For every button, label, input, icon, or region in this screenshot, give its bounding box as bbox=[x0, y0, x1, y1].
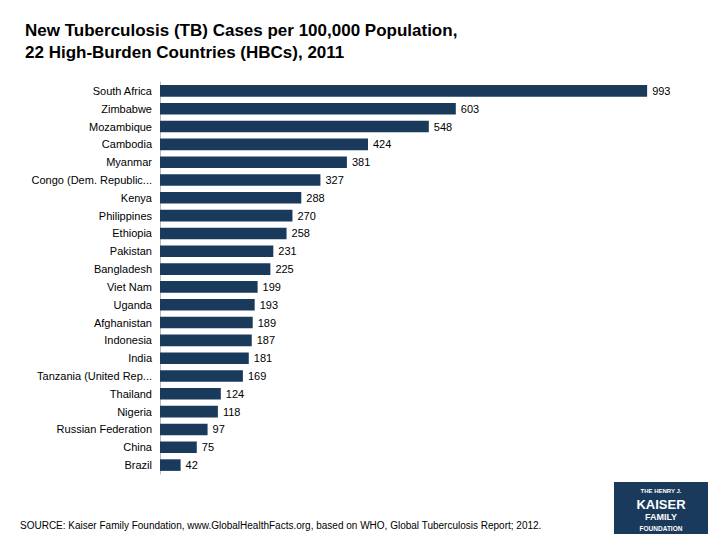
svg-text:42: 42 bbox=[186, 459, 198, 471]
svg-text:258: 258 bbox=[292, 227, 310, 239]
svg-text:603: 603 bbox=[461, 103, 479, 115]
svg-text:Bangladesh: Bangladesh bbox=[94, 263, 152, 275]
svg-text:Pakistan: Pakistan bbox=[110, 245, 152, 257]
svg-text:118: 118 bbox=[223, 406, 241, 418]
svg-text:Brazil: Brazil bbox=[124, 459, 152, 471]
svg-text:Viet Nam: Viet Nam bbox=[107, 281, 152, 293]
svg-text:India: India bbox=[128, 352, 153, 364]
svg-text:Uganda: Uganda bbox=[113, 299, 152, 311]
svg-text:FOUNDATION: FOUNDATION bbox=[640, 525, 683, 532]
svg-text:288: 288 bbox=[306, 192, 324, 204]
svg-text:424: 424 bbox=[373, 138, 391, 150]
svg-text:270: 270 bbox=[297, 210, 315, 222]
svg-text:Nigeria: Nigeria bbox=[117, 406, 153, 418]
svg-text:Kenya: Kenya bbox=[121, 192, 153, 204]
svg-text:231: 231 bbox=[278, 245, 296, 257]
svg-text:181: 181 bbox=[254, 352, 272, 364]
svg-text:China: China bbox=[123, 441, 153, 453]
svg-text:Congo (Dem. Republic...: Congo (Dem. Republic... bbox=[32, 174, 152, 186]
svg-text:22 High-Burden Countries (HBCs: 22 High-Burden Countries (HBCs), 2011 bbox=[25, 43, 344, 62]
svg-text:75: 75 bbox=[202, 441, 214, 453]
svg-text:189: 189 bbox=[258, 317, 276, 329]
svg-text:Mozambique: Mozambique bbox=[89, 121, 152, 133]
svg-text:Cambodia: Cambodia bbox=[102, 138, 153, 150]
svg-text:Myanmar: Myanmar bbox=[106, 156, 152, 168]
svg-text:993: 993 bbox=[652, 85, 670, 97]
svg-text:New Tuberculosis (TB) Cases pe: New Tuberculosis (TB) Cases per 100,000 … bbox=[25, 21, 457, 40]
svg-text:187: 187 bbox=[257, 334, 275, 346]
svg-text:199: 199 bbox=[263, 281, 281, 293]
svg-text:97: 97 bbox=[213, 423, 225, 435]
svg-text:Philippines: Philippines bbox=[99, 210, 153, 222]
svg-text:Ethiopia: Ethiopia bbox=[112, 227, 153, 239]
svg-text:THE HENRY J.: THE HENRY J. bbox=[640, 488, 681, 494]
svg-text:381: 381 bbox=[352, 156, 370, 168]
svg-text:Tanzania (United Rep...: Tanzania (United Rep... bbox=[37, 370, 152, 382]
svg-text:193: 193 bbox=[260, 299, 278, 311]
svg-text:Afghanistan: Afghanistan bbox=[94, 317, 152, 329]
svg-text:Thailand: Thailand bbox=[110, 388, 152, 400]
svg-text:169: 169 bbox=[248, 370, 266, 382]
svg-text:SOURCE: Kaiser Family Foundati: SOURCE: Kaiser Family Foundation, www.Gl… bbox=[20, 520, 541, 531]
svg-text:Zimbabwe: Zimbabwe bbox=[101, 103, 152, 115]
svg-text:548: 548 bbox=[434, 121, 452, 133]
svg-text:KAISER: KAISER bbox=[636, 497, 686, 512]
svg-text:124: 124 bbox=[226, 388, 244, 400]
svg-text:225: 225 bbox=[275, 263, 293, 275]
svg-text:327: 327 bbox=[325, 174, 343, 186]
svg-text:Indonesia: Indonesia bbox=[104, 334, 153, 346]
svg-text:South Africa: South Africa bbox=[93, 85, 153, 97]
svg-text:Russian Federation: Russian Federation bbox=[57, 423, 152, 435]
svg-text:FAMILY: FAMILY bbox=[645, 512, 677, 522]
